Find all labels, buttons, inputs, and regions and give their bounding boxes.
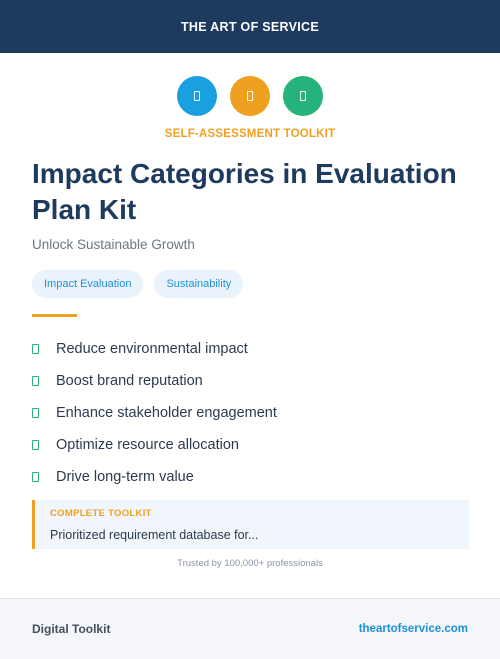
footer-website-link[interactable]: theartofservice.com bbox=[358, 623, 468, 635]
check-icon bbox=[32, 408, 39, 418]
benefit-text: Enhance stakeholder engagement bbox=[56, 405, 277, 421]
icon-row bbox=[0, 76, 500, 116]
benefit-text: Reduce environmental impact bbox=[56, 341, 248, 357]
benefit-list: Reduce environmental impact Boost brand … bbox=[32, 333, 277, 493]
eyebrow-label: SELF-ASSESSMENT TOOLKIT bbox=[164, 128, 336, 140]
check-icon bbox=[32, 440, 39, 450]
trust-note: Trusted by 100,000+ professionals bbox=[177, 558, 323, 569]
benefit-text: Boost brand reputation bbox=[56, 373, 203, 389]
list-item: Enhance stakeholder engagement bbox=[32, 397, 277, 429]
toolkit-icon bbox=[230, 76, 270, 116]
tag-list: Impact Evaluation Sustainability bbox=[32, 270, 244, 298]
list-item: Reduce environmental impact bbox=[32, 333, 277, 365]
benefit-text: Optimize resource allocation bbox=[56, 437, 239, 453]
subtitle: Unlock Sustainable Growth bbox=[32, 237, 195, 252]
callout-text: Prioritized requirement database for... bbox=[50, 528, 259, 542]
page-title: Impact Categories in Evaluation Plan Kit bbox=[32, 158, 457, 225]
list-item: Boost brand reputation bbox=[32, 365, 277, 397]
toolkit-callout: COMPLETE TOOLKIT Prioritized requirement… bbox=[32, 500, 469, 549]
header-bar: THE ART OF SERVICE bbox=[0, 0, 500, 53]
toolkit-icon bbox=[177, 76, 217, 116]
check-icon bbox=[32, 376, 39, 386]
benefit-text: Drive long-term value bbox=[56, 469, 194, 485]
brand-name: THE ART OF SERVICE bbox=[180, 19, 320, 34]
callout-label: COMPLETE TOOLKIT bbox=[50, 508, 152, 519]
list-item: Optimize resource allocation bbox=[32, 429, 277, 461]
tag-sustainability[interactable]: Sustainability bbox=[154, 270, 244, 298]
tag-impact-evaluation[interactable]: Impact Evaluation bbox=[32, 270, 144, 298]
check-icon bbox=[32, 344, 39, 354]
toolkit-icon bbox=[283, 76, 323, 116]
footer: Digital Toolkit theartofservice.com bbox=[0, 598, 500, 659]
check-icon bbox=[32, 472, 39, 482]
accent-divider bbox=[32, 314, 77, 317]
footer-label: Digital Toolkit bbox=[32, 622, 111, 636]
list-item: Drive long-term value bbox=[32, 461, 277, 493]
